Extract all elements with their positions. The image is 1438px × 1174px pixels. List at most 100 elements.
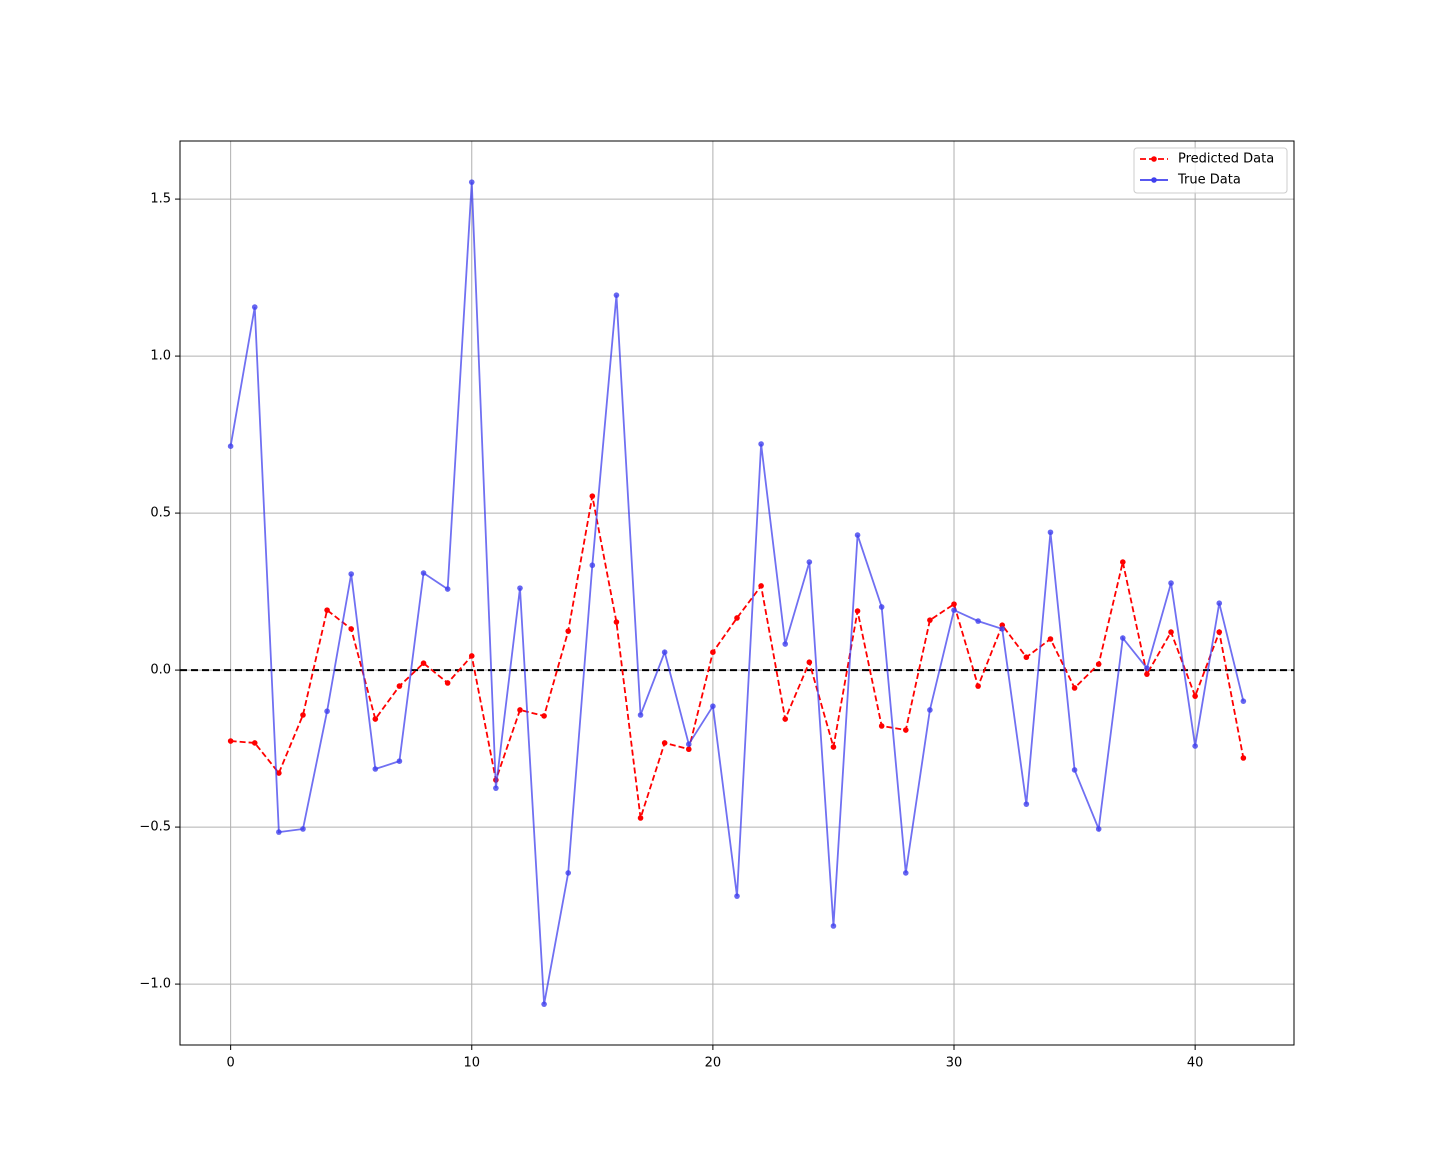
point [637, 815, 644, 821]
x-tick-label: 20 [705, 1056, 722, 1071]
point [685, 741, 692, 747]
point [1095, 826, 1102, 832]
point [758, 441, 764, 447]
point [927, 617, 933, 623]
point [1168, 629, 1174, 635]
point [589, 493, 596, 499]
point [324, 607, 330, 613]
point [975, 683, 981, 689]
point [396, 683, 403, 689]
point [1240, 698, 1247, 704]
legend: Predicted Data True Data [1133, 147, 1288, 194]
point [541, 713, 547, 719]
x-tick-label: 10 [463, 1056, 480, 1071]
point [1168, 580, 1174, 586]
point [348, 571, 354, 577]
legend-marker [1151, 177, 1157, 183]
point [300, 712, 306, 718]
point [276, 770, 282, 776]
point [420, 570, 427, 576]
point [565, 870, 572, 876]
point [613, 292, 620, 298]
point [444, 680, 451, 686]
point [276, 829, 282, 835]
point [830, 923, 837, 929]
point [1240, 755, 1247, 761]
point [710, 649, 716, 655]
point [251, 304, 258, 310]
y-tick-label: 0.5 [150, 506, 171, 521]
point [517, 585, 523, 591]
point [541, 1001, 547, 1007]
point [1120, 559, 1126, 565]
point [999, 626, 1006, 632]
point [878, 604, 885, 610]
point [372, 766, 379, 772]
point [734, 893, 740, 899]
point [324, 708, 330, 715]
point [1047, 636, 1054, 642]
legend-marker [1151, 156, 1157, 162]
point [1047, 529, 1054, 536]
point [734, 615, 740, 621]
point [300, 826, 306, 832]
point [444, 586, 451, 592]
point [1071, 767, 1078, 773]
point [493, 785, 499, 791]
point [902, 870, 909, 876]
point [927, 707, 933, 713]
point [468, 179, 475, 185]
point [758, 583, 764, 589]
point [782, 716, 789, 722]
y-tick-label: 1.0 [150, 349, 171, 364]
point [951, 601, 957, 607]
y-tick-label: 0.0 [150, 663, 171, 678]
point [661, 649, 668, 655]
point [830, 744, 837, 750]
y-tick-label: −1.0 [139, 977, 171, 992]
point [1192, 743, 1198, 749]
x-tick-label: 30 [946, 1056, 963, 1071]
point [1023, 654, 1030, 661]
point [1192, 693, 1198, 699]
legend-box [1133, 147, 1288, 194]
point [975, 618, 981, 624]
plot-frame [179, 140, 1295, 1046]
point [589, 562, 596, 569]
point [372, 716, 379, 722]
point [565, 628, 572, 634]
point [661, 740, 668, 746]
series-line [230, 495, 1245, 819]
point [251, 740, 258, 746]
point [1216, 600, 1223, 607]
y-tick-label: −0.5 [139, 820, 171, 835]
point [227, 443, 234, 450]
point [613, 619, 620, 625]
point [1071, 685, 1078, 691]
x-tick-label: 40 [1187, 1056, 1204, 1071]
point [951, 607, 957, 613]
legend-label: Predicted Data [1178, 152, 1274, 167]
point [806, 659, 813, 666]
series-line [229, 182, 1245, 1005]
point [710, 703, 716, 709]
point [902, 727, 909, 733]
point [1120, 635, 1126, 641]
point [468, 653, 475, 659]
point [806, 559, 813, 565]
y-tick-label: 1.5 [150, 192, 171, 207]
point [1023, 801, 1030, 807]
point [348, 626, 354, 632]
point [1216, 629, 1223, 635]
point [854, 608, 861, 614]
point [685, 746, 692, 753]
point [1144, 665, 1150, 672]
point [1095, 661, 1102, 667]
point [782, 641, 789, 647]
point [396, 758, 403, 764]
legend-label: True Data [1177, 173, 1241, 188]
x-tick-label: 0 [226, 1056, 234, 1071]
point [227, 738, 234, 744]
point [1144, 671, 1150, 677]
